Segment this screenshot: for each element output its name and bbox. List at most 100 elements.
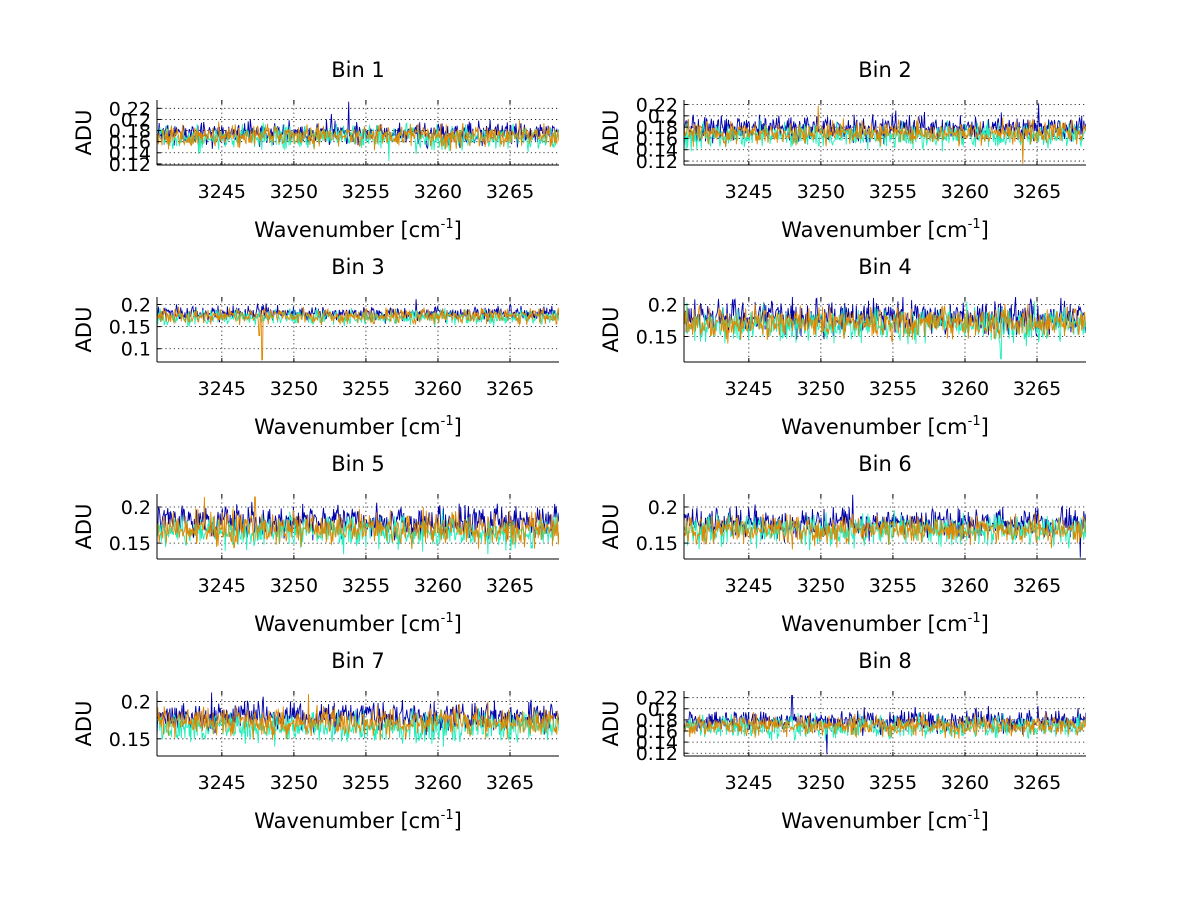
y-tick-label: 0.2 [121,691,151,713]
series-line-3 [157,306,559,361]
x-tick-label: 3245 [198,378,246,400]
y-tick-label: 0.22 [636,95,678,117]
x-tick-label: 3255 [342,575,390,597]
x-axis-label-text: Wavenumber [cm [254,415,440,439]
x-axis-label-text: Wavenumber [cm [254,612,440,636]
x-axis-label-text: Wavenumber [cm [781,415,967,439]
x-axis-label: Wavenumber [cm-1] [254,611,462,636]
series-line-1 [157,299,559,324]
x-tick-label: 3250 [797,378,845,400]
x-tick-label: 3255 [869,575,917,597]
series-line-2 [684,712,1086,741]
chart-title: Bin 2 [858,58,912,82]
y-tick-label: 0.1 [121,339,151,361]
x-axis-label-close: ] [981,612,989,636]
chart-title: Bin 6 [858,452,912,476]
x-tick-label: 3260 [941,772,989,794]
y-tick-label: 0.12 [636,743,678,765]
x-axis-label: Wavenumber [cm-1] [254,808,462,833]
x-tick-label: 3265 [1013,181,1061,203]
chart-panel-1: Bin 1 3245 3250 3255 3260 3265 0.120.140.160.1… [72,58,559,242]
x-tick-label: 3250 [797,181,845,203]
x-axis-label-sup: -1 [968,611,981,626]
x-tick-label: 3265 [486,772,534,794]
x-axis-label: Wavenumber [cm-1] [781,217,989,242]
x-axis-label-sup: -1 [968,217,981,232]
y-axis-label: ADU [72,307,96,353]
chart-title: Bin 7 [331,649,385,673]
chart-panel-5: Bin 5 3245 3250 3255 3260 3265 0.15 0.2 ADU Waven… [72,452,559,636]
series-line-2 [157,121,559,162]
y-tick-label: 0.14 [636,732,678,754]
x-axis-label-close: ] [981,415,989,439]
chart-panel-8: Bin 8 3245 3250 3255 3260 3265 0.120.140.160.1… [599,649,1086,833]
x-axis-label: Wavenumber [cm-1] [781,611,989,636]
x-tick-label: 3260 [941,575,989,597]
x-axis-label-text: Wavenumber [cm [781,218,967,242]
x-tick-label: 3255 [342,772,390,794]
y-tick-label: 0.12 [636,151,678,173]
y-tick-label: 0.2 [121,497,151,519]
y-tick-label: 0.15 [109,533,151,555]
y-tick-label: 0.16 [636,128,678,150]
x-tick-label: 3250 [270,575,318,597]
x-tick-label: 3265 [1013,772,1061,794]
y-tick-label: 0.18 [636,117,678,139]
chart-title: Bin 8 [858,649,912,673]
y-tick-label: 0.15 [636,533,678,555]
x-axis-label-text: Wavenumber [cm [781,612,967,636]
chart-panel-2: Bin 2 3245 3250 3255 3260 3265 0.120.140.160.1… [599,58,1086,242]
chart-panel-6: Bin 6 3245 3250 3255 3260 3265 0.15 0.2 ADU Waven… [599,452,1086,636]
y-tick-label: 0.2 [648,497,678,519]
series-line-3 [157,496,559,549]
x-tick-label: 3250 [797,772,845,794]
x-tick-label: 3250 [270,772,318,794]
x-tick-label: 3245 [725,575,773,597]
y-tick-label: 0.2 [121,109,151,131]
y-tick-label: 0.22 [109,98,151,120]
x-tick-label: 3260 [414,772,462,794]
x-tick-label: 3265 [486,378,534,400]
chart-title: Bin 1 [331,58,385,82]
x-tick-label: 3260 [414,575,462,597]
y-axis-label: ADU [599,504,623,550]
x-axis-label-close: ] [981,218,989,242]
y-tick-label: 0.22 [636,688,678,710]
x-tick-label: 3260 [941,181,989,203]
x-tick-label: 3265 [486,181,534,203]
y-tick-label: 0.15 [109,317,151,339]
y-tick-label: 0.12 [109,154,151,176]
x-tick-label: 3250 [270,378,318,400]
x-axis-label: Wavenumber [cm-1] [781,414,989,439]
y-tick-label: 0.16 [636,721,678,743]
x-axis-label-sup: -1 [968,414,981,429]
x-axis-label-sup: -1 [968,808,981,823]
y-tick-label: 0.18 [636,710,678,732]
series-line-3 [684,105,1086,164]
chart-panel-4: Bin 4 3245 3250 3255 3260 3265 0.15 0.2 ADU Waven… [599,255,1086,439]
y-tick-label: 0.2 [121,295,151,317]
y-axis-label: ADU [72,110,96,156]
series-line-3 [684,303,1086,344]
x-axis-label: Wavenumber [cm-1] [254,414,462,439]
x-tick-label: 3265 [1013,378,1061,400]
x-axis-label-sup: -1 [441,414,454,429]
x-tick-label: 3265 [1013,575,1061,597]
x-axis-label: Wavenumber [cm-1] [781,808,989,833]
chart-panel-3: Bin 3 3245 3250 3255 3260 3265 0.10.150.2 ADU Wa… [72,255,559,439]
x-tick-label: 3255 [342,181,390,203]
x-tick-label: 3265 [486,575,534,597]
series-line-2 [684,301,1086,360]
y-tick-label: 0.18 [109,121,151,143]
x-tick-label: 3255 [869,378,917,400]
x-tick-label: 3255 [869,181,917,203]
x-tick-label: 3260 [414,378,462,400]
y-axis-label: ADU [599,110,623,156]
y-axis-label: ADU [599,701,623,747]
x-tick-label: 3245 [198,772,246,794]
x-axis-label-close: ] [454,809,462,833]
y-tick-label: 0.2 [648,295,678,317]
x-tick-label: 3245 [725,181,773,203]
series-line-3 [684,711,1086,739]
